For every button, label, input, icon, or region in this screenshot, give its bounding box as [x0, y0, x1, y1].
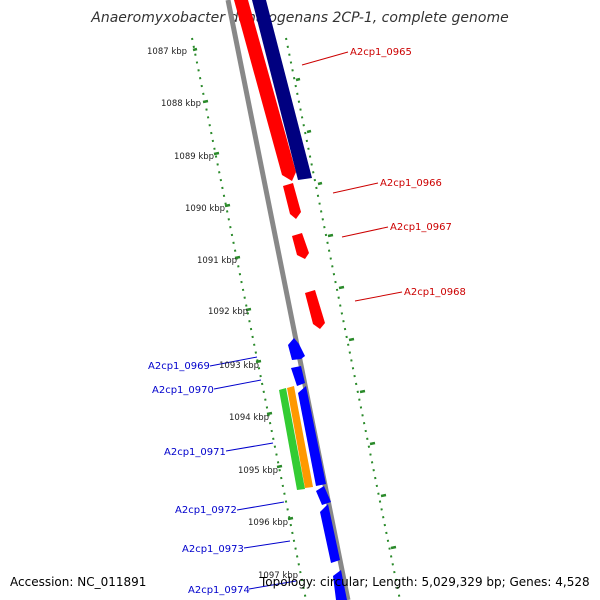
ruler-label-1089: 1089 kbp	[174, 152, 214, 162]
gene-label-a2cp1-0974[interactable]: A2cp1_0974	[188, 585, 250, 596]
right-ruler-ticks	[295, 77, 397, 550]
left-ruler-ticks	[192, 47, 294, 521]
forward-leader-lines	[301, 51, 403, 302]
gene-arrow-a2cp1-0965-reverse[interactable]	[252, 0, 312, 180]
accession-text: Accession: NC_011891	[10, 575, 147, 589]
ruler-label-1092: 1092 kbp	[208, 307, 248, 317]
gene-arrow-a2cp1-0968[interactable]	[305, 290, 325, 329]
ruler-label-1093: 1093 kbp	[219, 361, 259, 371]
gene-label-a2cp1-0967[interactable]: A2cp1_0967	[390, 222, 452, 233]
gene-arrow-a2cp1-0974[interactable]	[333, 570, 347, 600]
ruler-label-1094: 1094 kbp	[229, 413, 269, 423]
ruler-label-1091: 1091 kbp	[197, 256, 237, 266]
reverse-leader-lines	[209, 356, 297, 590]
gene-arrow-a2cp1-0972[interactable]	[316, 486, 331, 505]
gene-arrow-a2cp1-0973[interactable]	[320, 504, 340, 563]
genome-summary-text: Topology: circular; Length: 5,029,329 bp…	[260, 575, 590, 589]
gene-arrow-a2cp1-0966[interactable]	[283, 183, 301, 219]
gene-arrow-a2cp1-0970[interactable]	[291, 366, 305, 386]
map-title: Anaeromyxobacter dehalogenans 2CP-1, com…	[91, 10, 509, 26]
gene-label-a2cp1-0969[interactable]: A2cp1_0969	[148, 361, 210, 372]
gene-arrow-a2cp1-0967[interactable]	[292, 233, 309, 259]
ruler-label-1088: 1088 kbp	[161, 99, 201, 109]
gene-label-a2cp1-0970[interactable]: A2cp1_0970	[152, 385, 214, 396]
gene-arrow-a2cp1-0969[interactable]	[288, 338, 305, 360]
gene-label-a2cp1-0966[interactable]: A2cp1_0966	[380, 178, 442, 189]
orange-feature-bar	[287, 386, 313, 488]
gene-arrow-a2cp1-0965[interactable]	[234, 0, 296, 181]
gene-arrow-a2cp1-0971[interactable]	[298, 386, 326, 486]
gene-label-a2cp1-0972[interactable]: A2cp1_0972	[175, 505, 237, 516]
gene-label-a2cp1-0971[interactable]: A2cp1_0971	[164, 447, 226, 458]
ruler-label-1095: 1095 kbp	[238, 466, 278, 476]
gene-label-a2cp1-0968[interactable]: A2cp1_0968	[404, 287, 466, 298]
ruler-label-1097: 1097 kbp	[258, 571, 298, 581]
green-feature-bar	[279, 388, 305, 490]
right-ruler-line	[285, 37, 401, 600]
ruler-label-1087: 1087 kbp	[147, 47, 187, 57]
gene-label-a2cp1-0973[interactable]: A2cp1_0973	[182, 544, 244, 555]
ruler-label-1096: 1096 kbp	[248, 518, 288, 528]
ruler-label-1090: 1090 kbp	[185, 204, 225, 214]
gene-label-a2cp1-0965[interactable]: A2cp1_0965	[350, 47, 412, 58]
